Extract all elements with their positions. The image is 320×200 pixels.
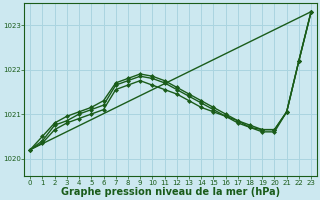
X-axis label: Graphe pression niveau de la mer (hPa): Graphe pression niveau de la mer (hPa) (61, 187, 280, 197)
